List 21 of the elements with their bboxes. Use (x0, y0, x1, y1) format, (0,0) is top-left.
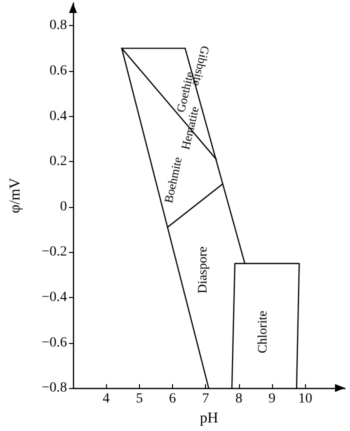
x-tick-label: 8 (235, 392, 242, 407)
y-tick-label: −0.4 (42, 290, 67, 305)
y-tick-label: 0.8 (50, 18, 67, 34)
y-tick-label: −0.6 (42, 335, 67, 350)
y-tick-label: 0.4 (50, 108, 67, 124)
x-tick-label: 10 (298, 392, 312, 407)
y-tick-label: 0 (60, 199, 67, 214)
annotation: Boehmite (161, 156, 185, 204)
y-tick-label: −0.8 (42, 380, 67, 396)
x-tick-label: 6 (169, 392, 176, 407)
y-axis-title: φ/mV (8, 178, 24, 214)
x-tick-label: 5 (136, 392, 143, 407)
y-tick-label: −0.2 (42, 244, 67, 260)
annotation: Chlorite (254, 310, 270, 354)
x-axis-title: pH (200, 410, 218, 426)
y-tick-label: 0.6 (50, 63, 67, 78)
annotation: Diaspore (194, 246, 210, 294)
y-tick-label: 0.2 (50, 154, 67, 170)
x-tick-label: 4 (102, 392, 110, 407)
x-tick-label: 7 (202, 392, 210, 407)
x-tick-label: 9 (268, 392, 276, 407)
